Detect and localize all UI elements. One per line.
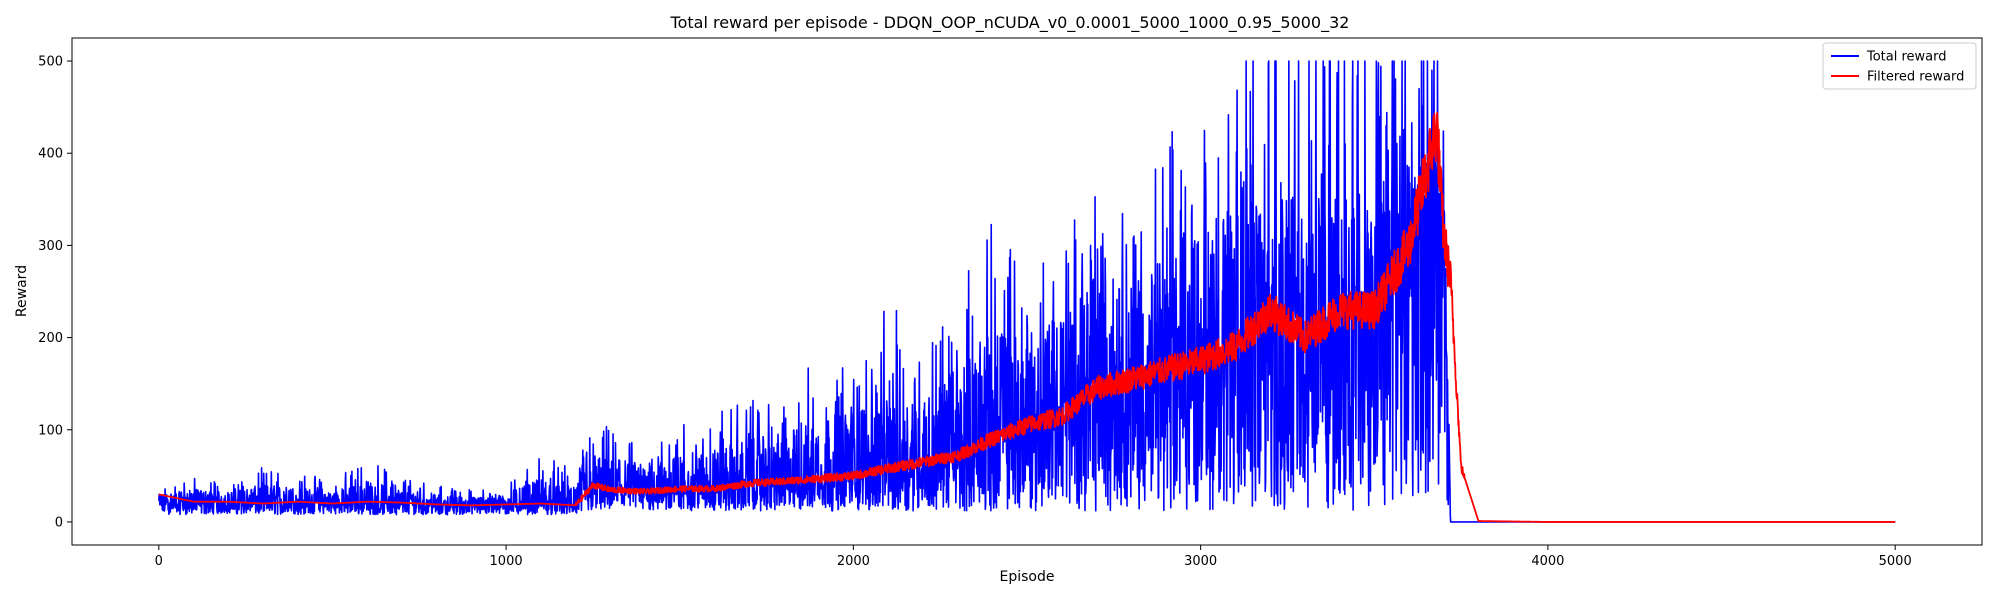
- y-axis: 0 100 200 300 400 500: [38, 55, 72, 530]
- series-filtered-reward-line: [158, 111, 1896, 523]
- legend-box: [1822, 42, 1977, 90]
- y-tick-label: 200: [38, 331, 63, 346]
- x-tick-label: 1000: [490, 554, 523, 569]
- x-tick-label: 5000: [1879, 554, 1912, 569]
- chart-title: Total reward per episode - DDQN_OOP_nCUD…: [670, 13, 1350, 33]
- y-tick-label: 100: [38, 423, 63, 438]
- y-tick-label: 500: [38, 55, 63, 70]
- y-tick-label: 400: [38, 147, 63, 162]
- legend-label: Filtered reward: [1867, 70, 1964, 85]
- legend: Total reward Filtered reward: [1822, 42, 1977, 90]
- y-tick-label: 0: [55, 515, 63, 530]
- x-tick-label: 0: [155, 554, 163, 569]
- y-tick-label: 300: [38, 239, 63, 254]
- plot-area: [158, 60, 1896, 523]
- x-axis: 0 1000 2000 3000 4000 5000: [155, 545, 1912, 569]
- x-tick-label: 2000: [837, 554, 870, 569]
- series-total-reward-line: [158, 60, 1896, 523]
- legend-label: Total reward: [1866, 50, 1947, 65]
- y-axis-label: Reward: [14, 265, 30, 317]
- x-tick-label: 3000: [1184, 554, 1217, 569]
- x-axis-label: Episode: [1000, 569, 1055, 585]
- plot-frame: [71, 37, 1983, 546]
- x-tick-label: 4000: [1531, 554, 1564, 569]
